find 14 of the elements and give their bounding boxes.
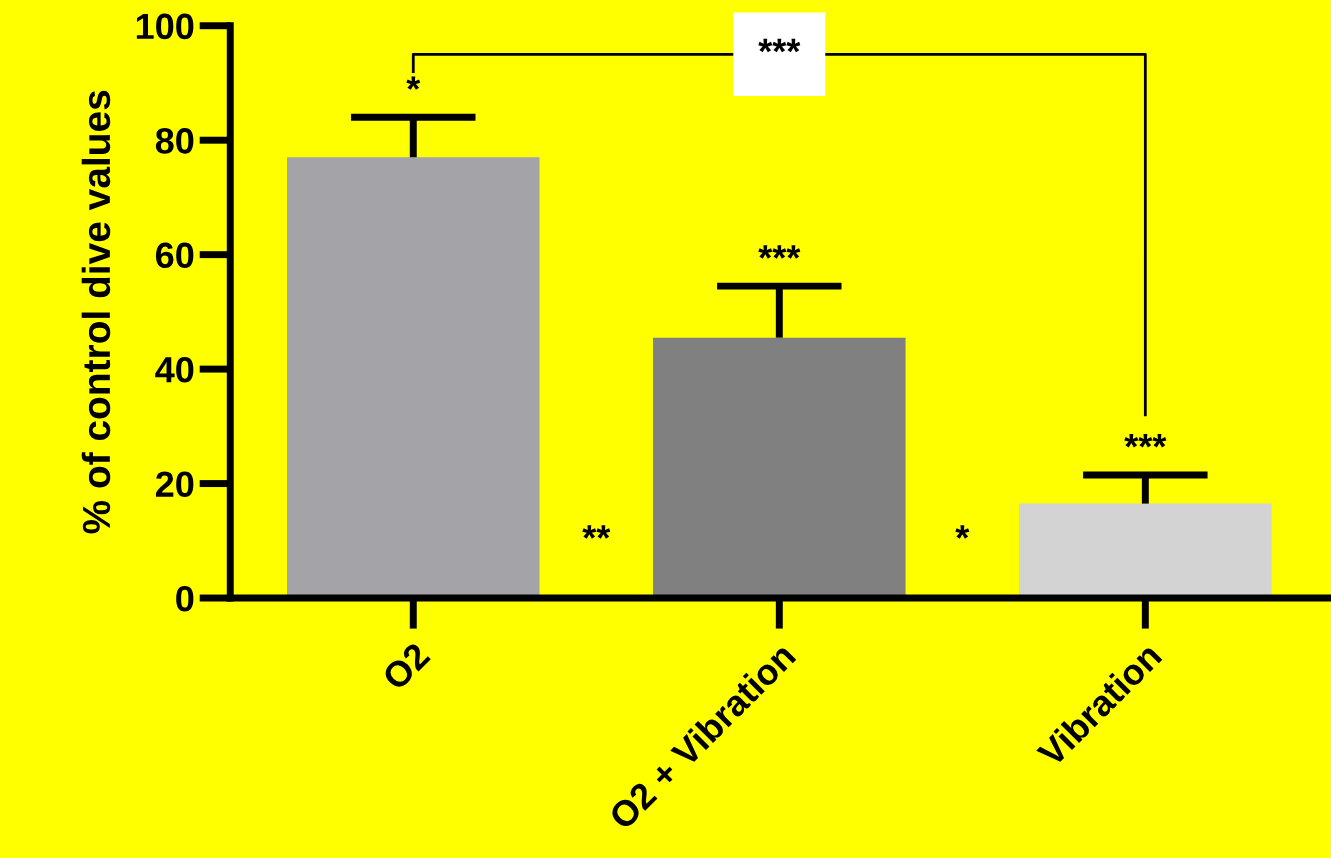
x-tick-label: O2 — [380, 641, 432, 692]
annotation: *** — [758, 38, 801, 53]
annotation: ** — [582, 525, 611, 539]
y-tick-label: 80 — [155, 128, 194, 154]
annotation: *** — [758, 245, 801, 259]
annotation: * — [955, 525, 970, 539]
annotation: * — [406, 76, 421, 90]
y-tick-label: 20 — [155, 471, 194, 498]
y-axis-title: % of control dive values — [81, 90, 111, 534]
y-tick-label: 60 — [156, 242, 194, 269]
annotation: *** — [1124, 434, 1167, 448]
y-tick-label: 40 — [155, 356, 194, 383]
y-tick-label: 0 — [176, 585, 194, 612]
y-tick-label: 100 — [136, 13, 194, 40]
